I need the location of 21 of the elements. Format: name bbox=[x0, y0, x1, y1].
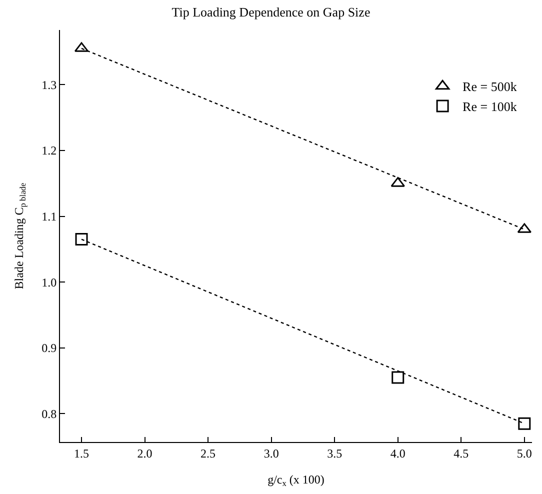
y-tick-label: 1.1 bbox=[42, 209, 57, 224]
x-tick-label: 1.5 bbox=[74, 446, 90, 460]
y-tick-label: 1.2 bbox=[42, 144, 57, 158]
x-tick-label: 3.5 bbox=[327, 446, 342, 460]
point bbox=[518, 417, 531, 430]
y-tick-label: 1.3 bbox=[42, 78, 57, 92]
chart-title: Tip Loading Dependence on Gap Size bbox=[172, 4, 370, 20]
legend-label: Re = 100k bbox=[462, 99, 518, 114]
x-tick-label: 5.0 bbox=[516, 446, 532, 460]
x-tick-label: 4.0 bbox=[390, 446, 406, 460]
point bbox=[75, 233, 88, 246]
legend-label: Re = 500k bbox=[462, 79, 518, 94]
x-tick-label: 4.5 bbox=[454, 446, 469, 460]
x-tick-label: 3.0 bbox=[264, 446, 279, 460]
point bbox=[392, 371, 404, 384]
y-tick-label: 0.9 bbox=[42, 341, 57, 356]
y-tick-label: 1.0 bbox=[42, 275, 57, 290]
x-axis-title: g/c$_{x}$ (x 100) bbox=[268, 472, 324, 488]
x-tick-label: 2.0 bbox=[137, 446, 152, 460]
x-tick-label: 2.5 bbox=[200, 446, 216, 460]
y-tick-label: 0.8 bbox=[42, 406, 57, 421]
